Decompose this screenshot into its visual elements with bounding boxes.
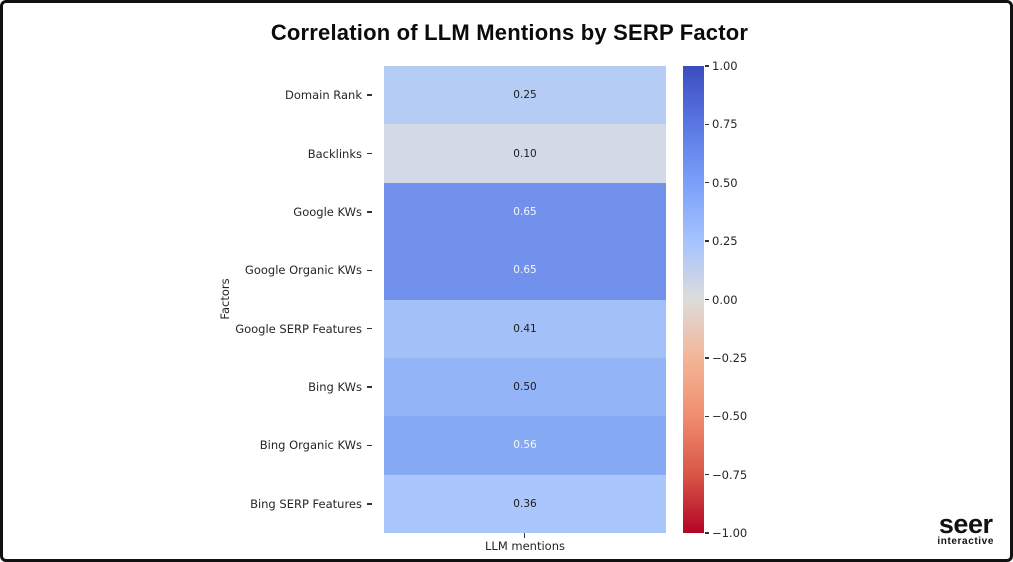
x-axis-tick-mark (524, 533, 526, 538)
colorbar-tick: 0.50 (705, 176, 738, 190)
colorbar-tick-mark (705, 182, 709, 184)
colorbar-tick: −0.50 (705, 409, 747, 423)
colorbar-tick-value: −0.75 (712, 467, 748, 482)
y-tick-label-text: Bing SERP Features (250, 496, 362, 511)
heatmap-cell: 0.36 (384, 474, 666, 533)
y-tick-label: Domain Rank (132, 85, 372, 105)
heatmap-cell: 0.56 (384, 416, 666, 475)
y-tick-mark (367, 327, 372, 330)
y-axis-label: Factors (218, 278, 232, 320)
y-tick-label: Google Organic KWs (132, 260, 372, 280)
colorbar-tick: 0.00 (705, 293, 738, 307)
colorbar-tick-value: 0.00 (712, 292, 738, 307)
y-tick-label: Bing KWs (132, 377, 372, 397)
colorbar-tick-mark (705, 415, 709, 417)
y-tick-mark (367, 386, 372, 388)
colorbar-tick-mark (705, 532, 709, 534)
heatmap-cell: 0.25 (384, 66, 666, 125)
x-axis-label: LLM mentions (485, 539, 565, 553)
colorbar-tick: −1.00 (705, 526, 747, 540)
heatmap: 0.25 0.10 0.65 0.65 0.41 0.50 0.56 0.36 (384, 66, 666, 533)
colorbar-tick-value: 1.00 (712, 59, 738, 73)
colorbar-tick-mark (705, 123, 709, 126)
y-tick-mark (367, 503, 372, 505)
colorbar-tick-mark (705, 65, 709, 67)
colorbar-tick-mark (705, 473, 709, 476)
colorbar-tick-value: 0.50 (712, 175, 738, 190)
colorbar-tick: −0.25 (705, 351, 747, 365)
heatmap-cell: 0.50 (384, 357, 666, 417)
y-tick-label: Google SERP Features (132, 319, 372, 339)
y-tick-mark (367, 152, 372, 155)
y-tick-label: Google KWs (132, 202, 372, 222)
colorbar (683, 66, 704, 533)
y-tick-label-text: Bing Organic KWs (259, 438, 362, 453)
seer-interactive-logo: seer interactive (937, 509, 994, 548)
colorbar-tick-mark (705, 298, 709, 301)
colorbar-tick-value: 0.25 (712, 234, 738, 249)
y-tick-mark (367, 444, 372, 447)
y-tick-label: Bing Organic KWs (132, 435, 372, 455)
colorbar-tick: 0.75 (705, 117, 738, 131)
colorbar-tick-mark (705, 240, 709, 242)
logo-subtext: interactive (937, 536, 994, 547)
heatmap-cell: 0.41 (384, 299, 666, 358)
y-tick-mark (367, 94, 372, 96)
y-tick-label: Backlinks (132, 144, 372, 164)
heatmap-cell: 0.65 (384, 241, 666, 300)
colorbar-tick: 1.00 (705, 59, 738, 73)
y-tick-label-text: Domain Rank (284, 88, 362, 103)
y-tick-label-text: Bing KWs (308, 380, 362, 395)
colorbar-tick-value: −0.50 (712, 409, 748, 424)
colorbar-tick: −0.75 (705, 468, 747, 482)
heatmap-cell: 0.65 (384, 182, 666, 242)
y-tick-label: Bing SERP Features (132, 494, 372, 514)
colorbar-tick: 0.25 (705, 234, 738, 248)
colorbar-tick-value: 0.75 (712, 117, 738, 132)
colorbar-tick-value: −0.25 (712, 350, 748, 365)
y-tick-label-text: Google Organic KWs (244, 263, 362, 278)
y-tick-mark (367, 269, 372, 271)
y-tick-label-text: Google SERP Features (235, 321, 362, 336)
colorbar-tick-labels: 1.00 0.75 0.50 0.25 0.00 −0.25 −0.50 −0.75 −1.00 (705, 59, 765, 540)
chart-title: Correlation of LLM Mentions by SERP Fact… (270, 20, 749, 45)
y-axis-tick-labels: Domain Rank Backlinks Google KWs Google Org… (3, 66, 384, 533)
logo-wordmark: seer (938, 509, 993, 539)
heatmap-cell: 0.10 (384, 124, 666, 183)
y-tick-mark (367, 211, 372, 213)
y-tick-label-text: Google KWs (293, 204, 362, 219)
colorbar-tick-value: −1.00 (712, 526, 748, 540)
colorbar-tick-mark (705, 357, 709, 359)
y-tick-label-text: Backlinks (307, 146, 362, 161)
